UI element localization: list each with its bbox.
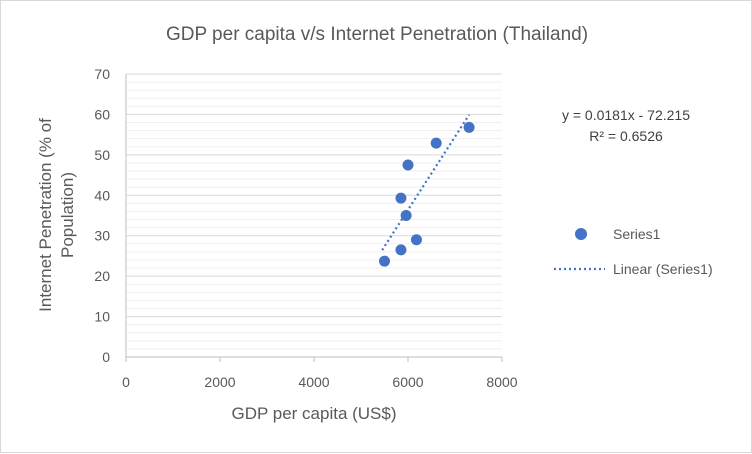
y-tick-label: 50 (94, 147, 110, 163)
trendline-r-squared: R² = 0.6526 (589, 128, 663, 144)
data-point (402, 159, 414, 171)
x-tick-label: 2000 (204, 374, 235, 390)
y-axis-title-line-2: Population) (58, 172, 77, 258)
x-tick-label: 8000 (486, 374, 517, 390)
data-point (379, 255, 390, 267)
y-tick-label: 60 (94, 106, 110, 122)
legend-series1-marker (575, 228, 587, 240)
y-tick-label: 30 (94, 228, 110, 244)
y-tick-label: 0 (102, 349, 110, 365)
y-axis-title-line-1: Internet Penetration (% of (36, 118, 55, 312)
x-axis-title: GDP per capita (US$) (231, 404, 396, 423)
trendline (381, 114, 471, 251)
y-axis-tick-labels: 0 10 20 30 40 50 60 70 (94, 66, 110, 365)
data-point (410, 234, 422, 246)
x-axis-tick-labels: 0 2000 4000 6000 8000 (122, 374, 518, 390)
y-axis-title: Internet Penetration (% of Population) (36, 118, 77, 312)
legend-trendline-label: Linear (Series1) (613, 261, 713, 277)
x-tick-label: 0 (122, 374, 130, 390)
minor-gridlines (126, 81, 502, 350)
data-point (430, 137, 442, 149)
x-tick-label: 6000 (392, 374, 423, 390)
y-tick-label: 20 (94, 268, 110, 284)
trendline-equation: y = 0.0181x - 72.215 (562, 107, 690, 123)
x-tick-label: 4000 (298, 374, 329, 390)
data-point (400, 210, 412, 221)
axes (125, 74, 503, 362)
legend: Series1 Linear (Series1) (554, 226, 713, 277)
y-tick-label: 70 (94, 66, 110, 82)
data-point (395, 244, 407, 256)
trendline-line (381, 114, 471, 251)
major-gridlines (126, 73, 502, 358)
data-point (463, 121, 475, 133)
y-tick-label: 10 (94, 309, 110, 325)
chart-title: GDP per capita v/s Internet Penetration … (166, 24, 588, 45)
legend-series1-label: Series1 (613, 226, 661, 242)
y-tick-label: 40 (94, 187, 110, 203)
data-points (379, 121, 475, 267)
data-point (395, 192, 407, 204)
